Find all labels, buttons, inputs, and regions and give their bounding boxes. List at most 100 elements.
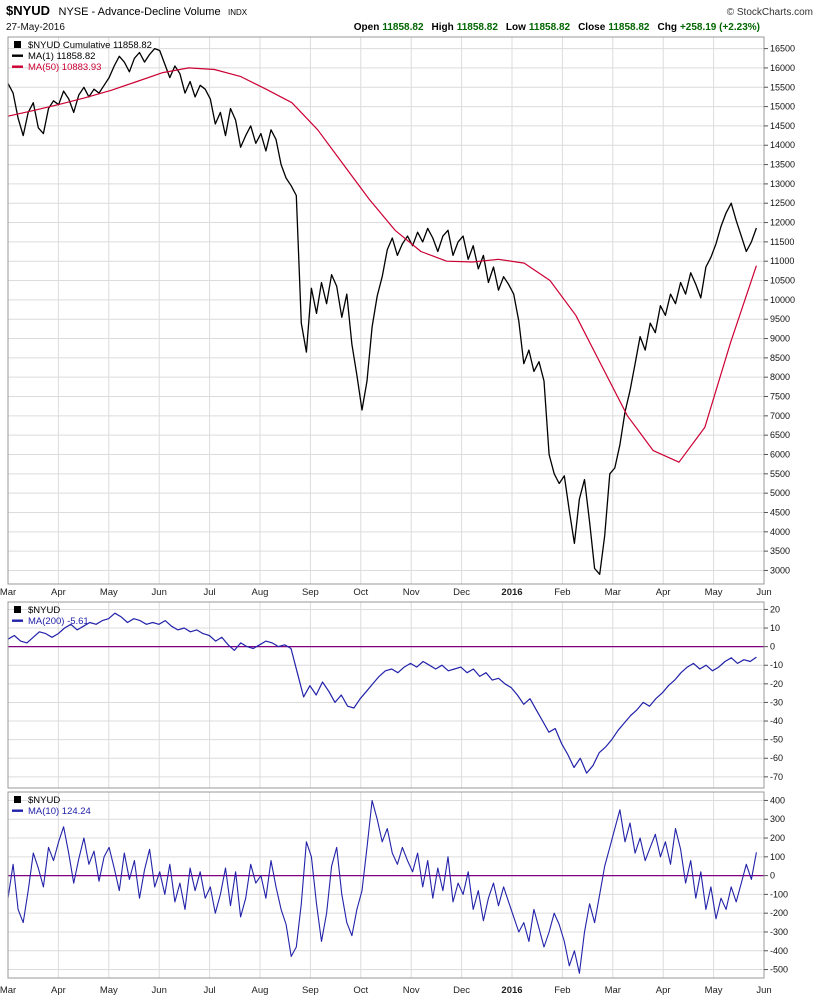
- x-axis-month-label: Apr: [656, 587, 671, 598]
- x-axis-month-label: Apr: [656, 985, 671, 996]
- y-tick-label: -300: [770, 927, 788, 937]
- x-axis-month-label: Aug: [252, 587, 269, 598]
- y-tick-label: 7500: [770, 392, 790, 402]
- y-tick-label: 0: [770, 642, 775, 652]
- x-axis-month-label: May: [100, 985, 118, 996]
- x-axis-month-label: Jun: [152, 587, 167, 598]
- chg-value: +258.19 (+2.23%): [679, 22, 760, 33]
- y-tick-label: 200: [770, 833, 785, 843]
- y-tick-label: 3000: [770, 565, 790, 575]
- x-axis-month-label: May: [705, 985, 723, 996]
- x-axis-month-label: May: [705, 587, 723, 598]
- x-axis-month-label: Mar: [0, 587, 16, 598]
- y-tick-label: -100: [770, 889, 788, 899]
- x-axis-month-label: Nov: [403, 985, 420, 996]
- legend-square-marker: [14, 796, 21, 803]
- y-tick-label: 13000: [770, 179, 795, 189]
- legend-label: $NYUD: [28, 795, 60, 806]
- quote-strip: Open 11858.82 High 11858.82 Low 11858.82 Close…: [346, 20, 760, 35]
- security-type: INDX: [228, 8, 248, 17]
- x-axis-month-label: Oct: [353, 587, 368, 598]
- legend-label: $NYUD Cumulative 11858.82: [28, 40, 152, 51]
- plot-border: [7, 601, 765, 789]
- y-tick-label: 12000: [770, 218, 795, 228]
- y-tick-label: 9500: [770, 314, 790, 324]
- copyright-label: © StockCharts.com: [726, 7, 813, 18]
- nyud-cumulative-line: [7, 47, 758, 575]
- y-tick-label: 4000: [770, 527, 790, 537]
- x-axis-month-label: Jun: [756, 587, 771, 598]
- y-tick-label: -30: [770, 697, 783, 707]
- x-axis-month-label: Jul: [204, 985, 216, 996]
- y-tick-label: 14500: [770, 121, 795, 131]
- low-label: Low: [505, 22, 526, 33]
- x-axis-month-label: Apr: [51, 587, 66, 598]
- y-tick-label: 10: [770, 623, 780, 633]
- x-axis-month-label: Dec: [453, 587, 470, 598]
- y-tick-label: -200: [770, 908, 788, 918]
- y-tick-label: -500: [770, 965, 788, 975]
- y-tick-label: 20: [770, 604, 780, 614]
- legend-label: MA(50) 10883.93: [28, 62, 101, 73]
- y-tick-label: 6500: [770, 430, 790, 440]
- ticker-symbol: $NYUD: [6, 3, 51, 18]
- y-tick-label: -400: [770, 946, 788, 956]
- x-axis-month-label: Mar: [605, 587, 621, 598]
- legend-line-marker: [12, 65, 23, 68]
- y-tick-label: -40: [770, 716, 783, 726]
- x-axis-month-label: Mar: [605, 985, 621, 996]
- y-tick-label: 7000: [770, 411, 790, 421]
- y-tick-label: 3500: [770, 546, 790, 556]
- chart-title: $NYUD NYSE - Advance-Decline Volume INDX: [6, 3, 247, 20]
- plot-border: [7, 36, 765, 585]
- y-tick-label: 300: [770, 814, 785, 824]
- x-axis-month-label: Sep: [302, 985, 319, 996]
- x-axis-month-label: Feb: [554, 985, 570, 996]
- y-tick-label: 5000: [770, 488, 790, 498]
- legend-label: MA(10) 124.24: [28, 806, 91, 817]
- y-tick-label: 8500: [770, 353, 790, 363]
- y-tick-label: 4500: [770, 507, 790, 517]
- legend-line-marker: [12, 619, 23, 622]
- y-tick-label: 100: [770, 852, 785, 862]
- y-tick-label: -70: [770, 772, 783, 782]
- y-tick-label: 8000: [770, 372, 790, 382]
- ma10-panel-chart: 400 300 200 100 0 -100 -200 -300 -400 -500 Mar Apr M…: [0, 791, 788, 996]
- x-axis-month-label: Apr: [51, 985, 66, 996]
- y-tick-label: 10000: [770, 295, 795, 305]
- x-axis-month-label: Sep: [302, 587, 319, 598]
- y-tick-label: -60: [770, 753, 783, 763]
- y-tick-label: 0: [770, 871, 775, 881]
- y-tick-label: 11000: [770, 256, 794, 266]
- x-axis-month-label: Feb: [554, 587, 570, 598]
- chart-header: $NYUD NYSE - Advance-Decline Volume INDX…: [0, 0, 820, 35]
- chg-label: Chg: [657, 22, 677, 33]
- x-axis-month-label: May: [100, 587, 118, 598]
- x-axis-month-label: 2016: [501, 985, 522, 996]
- ma200-distance-line: [7, 612, 757, 774]
- legend-square-marker: [14, 41, 21, 48]
- high-label: High: [431, 22, 454, 33]
- y-tick-label: -50: [770, 735, 783, 745]
- legend-line-marker: [12, 54, 23, 57]
- y-tick-label: 6000: [770, 449, 790, 459]
- legend-label: $NYUD: [28, 605, 60, 616]
- high-value: 11858.82: [456, 22, 498, 33]
- x-axis-month-label: Oct: [353, 985, 368, 996]
- legend-label: MA(200) -5.61: [28, 616, 89, 627]
- x-axis-month-label: Dec: [453, 985, 470, 996]
- x-axis-month-label: Mar: [0, 985, 16, 996]
- chart-date: 27-May-2016: [6, 22, 65, 33]
- x-axis-month-label: Jun: [756, 985, 771, 996]
- close-value: 11858.82: [608, 22, 650, 33]
- y-tick-label: 13500: [770, 160, 795, 170]
- y-tick-label: 15000: [770, 102, 795, 112]
- y-tick-label: 400: [770, 795, 785, 805]
- x-axis-month-label: Aug: [252, 985, 269, 996]
- y-tick-label: 11500: [770, 237, 794, 247]
- x-axis-month-label: Jun: [152, 985, 167, 996]
- y-tick-label: 10500: [770, 276, 795, 286]
- y-tick-label: 5500: [770, 469, 790, 479]
